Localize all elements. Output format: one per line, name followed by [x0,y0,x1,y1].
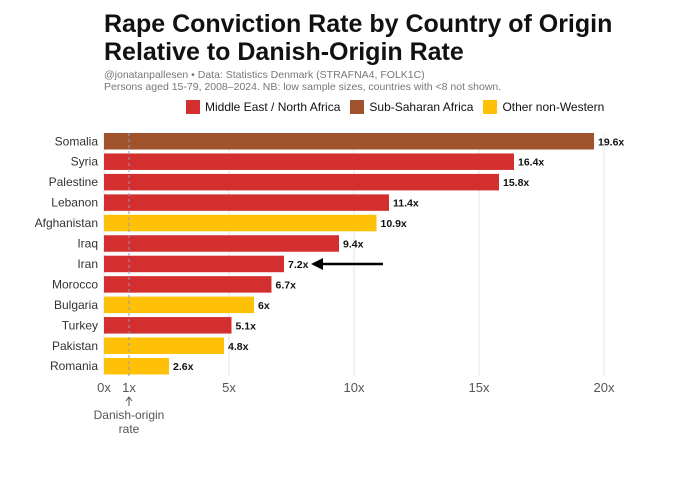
value-label-syria: 16.4x [518,157,544,169]
category-label-lebanon: Lebanon [51,196,98,210]
value-label-pakistan: 4.8x [228,341,249,353]
bar-lebanon [104,194,389,211]
value-label-afghanistan: 10.9x [381,218,407,230]
legend-label-other: Other non-Western [502,100,605,114]
category-label-palestine: Palestine [49,175,99,189]
value-label-somalia: 19.6x [598,136,624,148]
value-label-bulgaria: 6x [258,300,270,312]
value-label-romania: 2.6x [173,361,194,373]
bar-bulgaria [104,296,254,314]
bar-iran [104,255,284,273]
legend-item-mena: Middle East / North Africa [186,100,340,114]
legend-label-mena: Middle East / North Africa [205,100,341,114]
chart-title-line-1: Rape Conviction Rate by Country of Origi… [104,10,613,38]
category-label-iraq: Iraq [77,237,98,251]
bar-afghanistan [104,214,377,232]
bar-palestine [104,173,499,191]
category-label-pakistan: Pakistan [52,339,98,353]
value-label-iran: 7.2x [288,259,309,271]
legend-swatch-other [483,100,498,114]
x-tick-label-5: 5x [222,380,236,395]
bar-somalia [104,133,594,150]
x-tick-label-20: 20x [594,380,615,395]
category-label-bulgaria: Bulgaria [54,298,98,312]
category-label-afghanistan: Afghanistan [35,216,98,230]
bar-iraq [104,235,339,252]
value-label-lebanon: 11.4x [393,198,419,210]
x-tick-label-15: 15x [469,380,490,395]
legend-label-ssa: Sub-Saharan Africa [369,100,474,114]
bar-morocco [104,276,272,293]
chart-subtitle-source: @jonatanpallesen • Data: Statistics Denm… [104,69,425,81]
chart-legend: Middle East / North Africa Sub-Saharan A… [186,100,614,114]
value-label-morocco: 6.7x [276,279,297,291]
category-label-iran: Iran [77,257,98,271]
category-label-somalia: Somalia [55,134,99,148]
category-label-syria: Syria [71,155,99,169]
legend-item-other: Other non-Western [483,100,604,114]
reference-label-line-1: Danish-origin [94,408,165,422]
category-label-morocco: Morocco [52,277,98,291]
x-tick-label-0: 0x [97,380,111,395]
x-tick-label-10: 10x [344,380,365,395]
reference-label-line-2: rate [119,422,140,436]
bar-romania [104,357,169,375]
highlight-arrow-head [311,257,323,270]
value-label-palestine: 15.8x [503,177,529,189]
chart-title-line-2: Relative to Danish-Origin Rate [104,38,464,66]
category-label-turkey: Turkey [62,318,98,332]
bar-syria [104,153,514,170]
bar-pakistan [104,337,224,354]
reference-arrow-head [125,396,133,402]
value-label-turkey: 5.1x [236,320,257,332]
legend-swatch-ssa [350,100,365,114]
chart-subtitle-note: Persons aged 15-79, 2008–2024. NB: low s… [104,81,502,93]
x-tick-label-1: 1x [122,380,136,395]
value-label-iraq: 9.4x [343,239,364,251]
legend-item-ssa: Sub-Saharan Africa [350,100,473,114]
chart-title: Rape Conviction Rate by Country of Origi… [104,10,664,66]
category-label-romania: Romania [50,359,98,373]
bar-turkey [104,317,232,334]
legend-swatch-mena [186,100,200,114]
